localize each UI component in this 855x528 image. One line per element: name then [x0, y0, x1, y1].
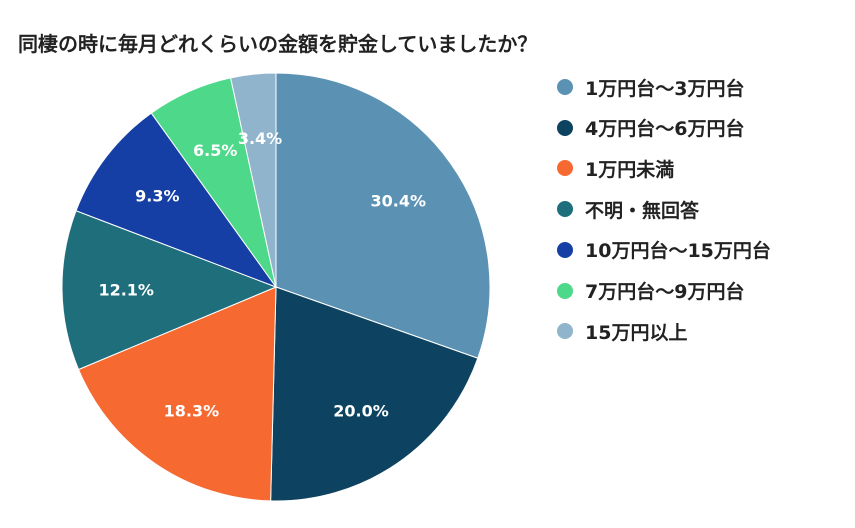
data-label: 9.3% — [135, 187, 179, 206]
chart-title: 同棲の時に毎月どれくらいの金額を貯金していましたか？ — [18, 32, 538, 56]
legend-label: 1万円台〜3万円台 — [585, 77, 745, 100]
legend-label: 10万円台〜15万円台 — [585, 240, 771, 263]
legend-dot-icon — [557, 323, 573, 340]
legend-dot-icon — [557, 201, 573, 218]
legend-dot-icon — [557, 119, 573, 136]
legend-dot-icon — [557, 282, 573, 299]
data-label: 18.3% — [164, 402, 220, 421]
data-label: 20.0% — [333, 401, 389, 420]
legend-dot-icon — [557, 79, 573, 95]
pie-slice — [230, 72, 277, 288]
legend-item: 15万円以上 — [557, 316, 687, 346]
legend-item: 不明・無回答 — [557, 194, 699, 224]
data-label: 30.4% — [371, 191, 427, 210]
pie-slice — [61, 210, 278, 371]
pie-slice — [275, 72, 491, 359]
legend-dot-icon — [557, 160, 573, 177]
data-label: 3.4% — [238, 129, 282, 148]
legend-item: 1万円台〜3万円台 — [557, 72, 744, 102]
legend-label: 15万円以上 — [585, 321, 688, 344]
legend-item: 4万円台〜6万円台 — [557, 113, 744, 143]
data-label: 6.5% — [193, 141, 237, 160]
pie-slice — [77, 286, 277, 502]
legend-dot-icon — [557, 241, 573, 258]
legend-label: 4万円台〜6万円台 — [585, 118, 745, 141]
legend-item: 1万円未満 — [557, 153, 674, 183]
legend-label: 7万円台〜9万円台 — [585, 281, 745, 303]
legend-item: 10万円台〜15万円台 — [557, 235, 771, 265]
legend-label: 不明・無回答 — [585, 199, 700, 222]
legend-label: 1万円未満 — [585, 158, 675, 181]
legend-item: 7万円台〜9万円台 — [557, 276, 744, 306]
pie-slice — [75, 112, 278, 289]
pie-slice — [270, 286, 479, 502]
data-label: 12.1% — [98, 280, 154, 299]
